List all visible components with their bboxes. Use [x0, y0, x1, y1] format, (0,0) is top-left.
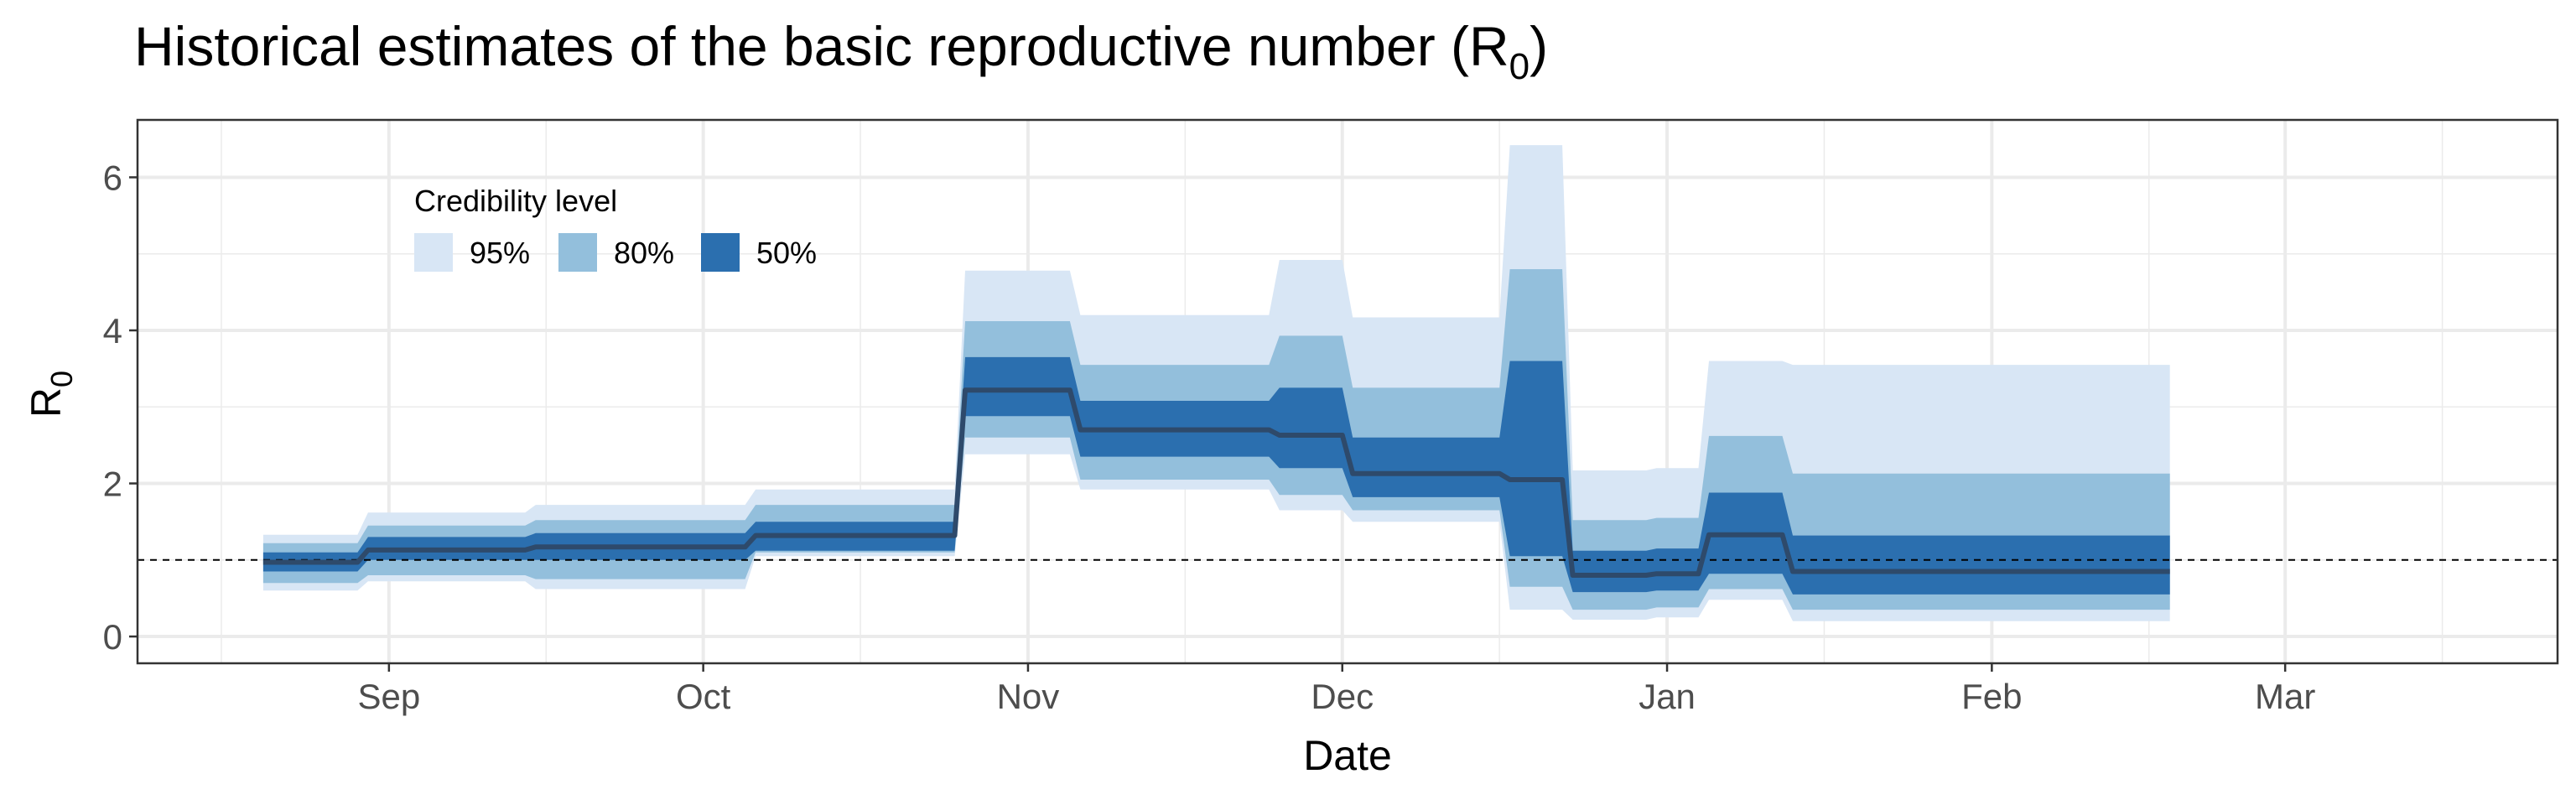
median-line [262, 387, 2170, 578]
chart-title-suffix: ) [1530, 15, 1548, 77]
x-tick-label: Jan [1639, 677, 1696, 716]
x-tick-label: Dec [1311, 677, 1374, 716]
x-tick-label: Feb [1961, 677, 2022, 716]
plot-border [136, 118, 2559, 665]
plot-area [138, 120, 2558, 663]
legend-title: Credibility level [414, 184, 617, 218]
y-tick-label: 2 [103, 465, 122, 504]
y-axis-title-subscript: 0 [44, 371, 79, 387]
y-tick-label: 6 [103, 158, 122, 197]
x-tick-label: Mar [2255, 677, 2315, 716]
x-axis-title: Date [1303, 732, 1392, 779]
x-axis: Sep Oct Nov Dec Jan Feb Mar [357, 663, 2315, 716]
y-axis: 0 2 4 6 [103, 158, 138, 657]
x-tick-label: Nov [997, 677, 1060, 716]
chart-title-main: Historical estimates of the basic reprod… [134, 15, 1509, 77]
chart-title-subscript: 0 [1509, 46, 1530, 87]
band-50 [262, 356, 2170, 595]
legend-label-80: 80% [614, 236, 674, 270]
legend-swatch-80 [558, 233, 597, 272]
y-tick-label: 4 [103, 311, 122, 351]
legend-label-50: 50% [756, 236, 817, 270]
y-axis-title-main: R [23, 387, 70, 418]
legend-label-95: 95% [470, 236, 530, 270]
y-axis-title: R0 [23, 371, 79, 418]
y-tick-label: 0 [103, 617, 122, 657]
legend-swatch-50 [701, 233, 740, 272]
x-tick-label: Oct [676, 677, 731, 716]
chart-title: Historical estimates of the basic reprod… [134, 15, 1548, 87]
legend: Credibility level 95% 80% 50% [414, 184, 817, 272]
legend-swatch-95 [414, 233, 453, 272]
x-tick-label: Sep [357, 677, 420, 716]
y-axis-title-group: R0 [23, 371, 79, 418]
